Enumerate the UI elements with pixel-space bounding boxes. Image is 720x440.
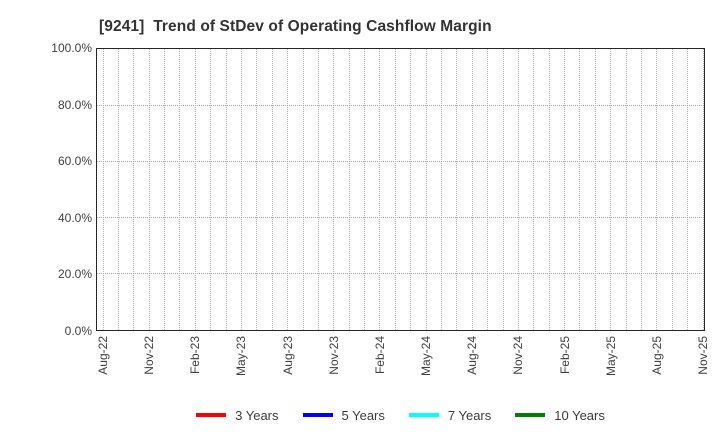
x-tick-label-text: Nov-24 xyxy=(511,336,526,375)
x-tick-label: May-23 xyxy=(233,336,249,400)
grid-line-vertical xyxy=(194,49,196,330)
grid-line-vertical xyxy=(533,49,535,330)
x-tick-label: Nov-25 xyxy=(695,336,711,400)
grid-line-vertical xyxy=(102,49,104,330)
grid-line-vertical xyxy=(133,49,135,330)
grid-line-vertical xyxy=(179,49,181,330)
grid-line-vertical xyxy=(471,49,473,330)
legend-item-10-years: 10 Years xyxy=(515,408,605,423)
legend-swatch-3-years xyxy=(196,413,227,417)
x-tick-label: Nov-24 xyxy=(510,336,526,400)
x-tick-label-text: Nov-22 xyxy=(142,336,157,375)
grid-line-horizontal xyxy=(97,273,704,274)
grid-line-vertical xyxy=(625,49,627,330)
x-tick-label: May-24 xyxy=(418,336,434,400)
grid-line-vertical xyxy=(640,49,642,330)
chart-title: [9241] Trend of StDev of Operating Cashf… xyxy=(99,18,492,35)
legend-swatch-10-years xyxy=(515,413,546,417)
legend-label: 5 Years xyxy=(341,407,385,423)
plot-area xyxy=(96,48,705,331)
grid-line-vertical xyxy=(440,49,442,330)
x-tick-label-text: Aug-23 xyxy=(280,336,295,375)
y-tick-label: 20.0% xyxy=(57,267,92,282)
grid-line-vertical xyxy=(333,49,335,330)
grid-line-vertical xyxy=(225,49,227,330)
grid-line-vertical xyxy=(702,49,704,330)
x-tick-label-text: May-24 xyxy=(419,336,434,377)
grid-line-vertical xyxy=(579,49,581,330)
x-tick-label: May-25 xyxy=(603,336,619,400)
grid-line-vertical xyxy=(240,49,242,330)
grid-line-vertical xyxy=(117,49,119,330)
grid-line-vertical xyxy=(302,49,304,330)
legend-item-7-years: 7 Years xyxy=(408,407,492,423)
grid-line-vertical xyxy=(210,49,212,330)
grid-line-vertical xyxy=(671,49,673,330)
grid-line-vertical xyxy=(287,49,289,330)
legend-label: 3 Years xyxy=(235,407,279,423)
x-tick-label-text: Nov-23 xyxy=(326,336,341,375)
grid-line-vertical xyxy=(548,49,550,330)
x-tick-label: Feb-23 xyxy=(187,336,203,400)
y-tick-label: 60.0% xyxy=(57,154,92,169)
grid-line-vertical xyxy=(425,49,427,330)
x-tick-label-text: Aug-25 xyxy=(649,336,664,375)
grid-line-vertical xyxy=(610,49,612,330)
x-tick-label: Nov-22 xyxy=(141,336,157,400)
x-tick-label: Aug-25 xyxy=(649,336,665,400)
x-tick-label: Nov-23 xyxy=(326,336,342,400)
x-tick-label: Aug-23 xyxy=(280,336,296,400)
legend-label: 7 Years xyxy=(447,407,492,423)
legend-swatch-7-years xyxy=(408,413,439,417)
x-tick-label-text: Feb-23 xyxy=(188,336,203,375)
grid-line-vertical xyxy=(487,49,489,330)
grid-line-vertical xyxy=(256,49,258,330)
x-tick-label-text: Nov-25 xyxy=(696,336,710,375)
x-tick-label: Feb-25 xyxy=(557,336,573,400)
x-tick-label-text: May-23 xyxy=(234,336,249,377)
grid-line-vertical xyxy=(517,49,519,330)
x-tick-label-text: Aug-24 xyxy=(465,336,480,375)
grid-line-vertical xyxy=(317,49,319,330)
y-tick-label: 40.0% xyxy=(57,210,92,225)
x-tick-label-text: Feb-25 xyxy=(557,336,572,375)
legend-label: 10 Years xyxy=(554,407,605,423)
x-tick-label: Aug-22 xyxy=(95,336,111,400)
x-tick-label-text: Aug-22 xyxy=(96,336,110,375)
x-tick-label-text: Feb-24 xyxy=(372,336,387,375)
y-tick-label: 80.0% xyxy=(57,97,92,112)
grid-line-vertical xyxy=(364,49,366,330)
grid-line-vertical xyxy=(564,49,566,330)
legend-swatch-5-years xyxy=(302,413,333,417)
grid-line-vertical xyxy=(502,49,504,330)
grid-line-horizontal xyxy=(97,217,704,218)
grid-line-vertical xyxy=(164,49,166,330)
grid-line-vertical xyxy=(456,49,458,330)
grid-line-vertical xyxy=(379,49,381,330)
grid-line-vertical xyxy=(148,49,150,330)
y-tick-label: 0.0% xyxy=(64,324,92,338)
grid-line-vertical xyxy=(656,49,658,330)
x-tick-label: Feb-24 xyxy=(372,336,388,400)
grid-line-vertical xyxy=(594,49,596,330)
x-tick-label: Aug-24 xyxy=(464,336,480,400)
x-tick-label-text: May-25 xyxy=(603,336,618,377)
grid-line-vertical xyxy=(687,49,689,330)
grid-line-horizontal xyxy=(97,161,704,162)
legend-item-5-years: 5 Years xyxy=(302,407,385,423)
grid-line-vertical xyxy=(271,49,273,330)
grid-line-vertical xyxy=(410,49,412,330)
grid-line-vertical xyxy=(394,49,396,330)
legend: 3 Years 5 Years 7 Years 10 Years xyxy=(96,405,705,425)
y-tick-label: 100.0% xyxy=(51,41,92,55)
legend-item-3-years: 3 Years xyxy=(196,407,279,423)
grid-line-horizontal xyxy=(97,105,704,106)
grid-line-vertical xyxy=(348,49,350,330)
